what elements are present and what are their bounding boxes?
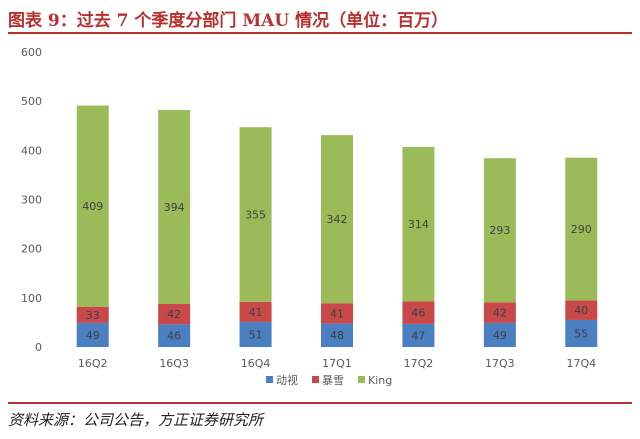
bar-segment bbox=[565, 157, 598, 301]
y-tick-label: 500 bbox=[21, 95, 42, 108]
data-label: 40 bbox=[574, 304, 588, 317]
data-label: 41 bbox=[330, 307, 344, 320]
x-tick-label: 17Q2 bbox=[404, 357, 434, 370]
data-label: 49 bbox=[86, 329, 100, 342]
x-tick-label: 17Q4 bbox=[566, 357, 596, 370]
bar-segment bbox=[158, 324, 191, 347]
footer: 资料来源：公司公告，方正证券研究所 bbox=[8, 402, 632, 434]
bar-segment bbox=[76, 322, 109, 347]
data-label: 290 bbox=[571, 223, 592, 236]
title-bar: 图表 9：过去 7 个季度分部门 MAU 情况（单位：百万） bbox=[8, 2, 632, 34]
bar-segment bbox=[321, 303, 353, 324]
x-tick-label: 16Q2 bbox=[78, 357, 108, 370]
bar-segment bbox=[76, 105, 109, 307]
data-label: 41 bbox=[249, 306, 263, 319]
y-tick-label: 400 bbox=[21, 144, 42, 157]
legend-swatch bbox=[358, 376, 365, 383]
legend-swatch bbox=[266, 376, 273, 383]
legend-swatch bbox=[312, 376, 319, 383]
bar-segment bbox=[402, 301, 435, 324]
bar-segment bbox=[239, 321, 272, 347]
y-tick-label: 600 bbox=[21, 46, 42, 59]
bar-segment bbox=[483, 302, 516, 323]
data-label: 394 bbox=[164, 201, 185, 214]
data-label: 49 bbox=[493, 329, 507, 342]
data-label: 55 bbox=[574, 327, 588, 340]
data-label: 342 bbox=[327, 213, 348, 226]
figure-title: 图表 9：过去 7 个季度分部门 MAU 情况（单位：百万） bbox=[8, 11, 449, 31]
y-axis: 0 100 200 300 400 500 600 bbox=[21, 46, 42, 354]
x-axis: 16Q2 16Q3 16Q4 17Q1 17Q2 17Q3 17Q4 bbox=[78, 357, 596, 370]
x-tick-label: 17Q1 bbox=[322, 357, 352, 370]
bar-segment bbox=[158, 303, 191, 325]
bar-segment bbox=[321, 323, 353, 347]
legend-label: 暴雪 bbox=[322, 374, 344, 387]
legend-label: King bbox=[368, 374, 392, 387]
data-label: 355 bbox=[245, 208, 266, 221]
bar-segment bbox=[483, 322, 516, 347]
y-tick-label: 300 bbox=[21, 194, 42, 207]
bar-segment bbox=[239, 301, 272, 322]
x-tick-label: 17Q3 bbox=[485, 357, 515, 370]
bar-segment bbox=[158, 110, 191, 304]
legend: 动视 暴雪 King bbox=[266, 373, 392, 387]
x-tick-label: 16Q3 bbox=[159, 357, 189, 370]
y-tick-label: 0 bbox=[35, 341, 42, 354]
bar-segment bbox=[402, 146, 435, 302]
data-label: 42 bbox=[167, 308, 181, 321]
x-tick-label: 16Q4 bbox=[241, 357, 271, 370]
source-note: 资料来源：公司公告，方正证券研究所 bbox=[8, 411, 264, 429]
stacked-bar-chart: 0 100 200 300 400 500 600 49 33 409 46 42 394 51 41 35… bbox=[21, 46, 598, 387]
y-tick-label: 200 bbox=[21, 243, 42, 256]
y-tick-label: 100 bbox=[21, 292, 42, 305]
legend-label: 动视 bbox=[276, 373, 298, 387]
bar-segment bbox=[239, 127, 272, 302]
data-label: 48 bbox=[330, 329, 344, 342]
data-label: 46 bbox=[411, 307, 425, 320]
data-label: 46 bbox=[167, 330, 181, 343]
bar-segment bbox=[565, 300, 598, 320]
bar-segment bbox=[402, 323, 435, 347]
data-label: 47 bbox=[411, 329, 425, 342]
data-label: 409 bbox=[82, 200, 103, 213]
data-label: 314 bbox=[408, 218, 429, 231]
data-label: 42 bbox=[493, 307, 507, 320]
bar-segment bbox=[76, 306, 109, 323]
data-label: 293 bbox=[489, 224, 510, 237]
bar-segment bbox=[565, 319, 598, 347]
data-label: 51 bbox=[249, 328, 263, 341]
bar-segment bbox=[321, 135, 353, 304]
data-label: 33 bbox=[86, 309, 100, 322]
bar-segment bbox=[483, 158, 516, 303]
bars: 49 33 409 46 42 394 51 41 355 48 41 342 47 46 314 49 42 2… bbox=[76, 105, 598, 347]
